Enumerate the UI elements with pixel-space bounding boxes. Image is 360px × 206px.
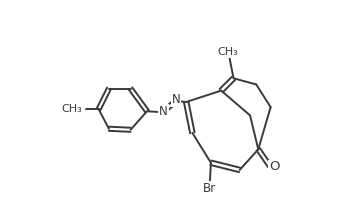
- Text: N: N: [172, 93, 181, 107]
- Text: CH₃: CH₃: [217, 47, 238, 57]
- Text: Br: Br: [203, 181, 216, 195]
- Text: CH₃: CH₃: [61, 104, 82, 114]
- Text: O: O: [269, 160, 279, 173]
- Text: N: N: [159, 105, 168, 118]
